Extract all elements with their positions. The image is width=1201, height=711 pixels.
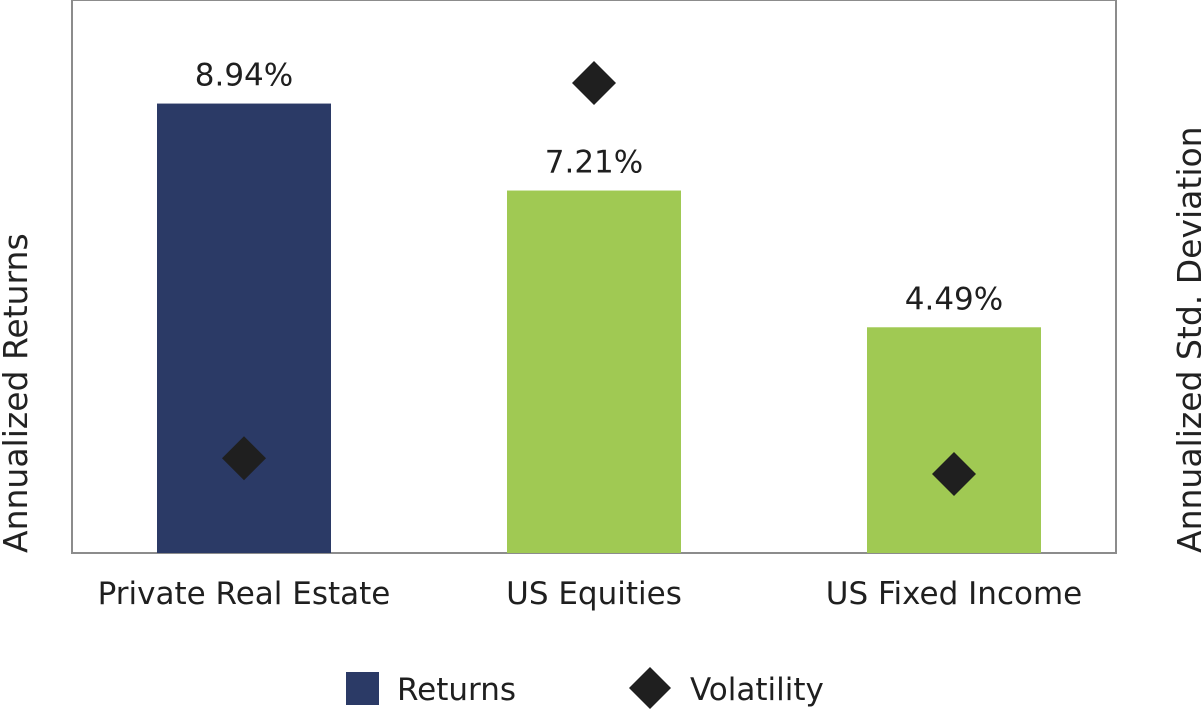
legend-label-returns: Returns [397, 672, 516, 708]
y2-axis-title: Annualized Std. Deviation [1170, 126, 1201, 553]
legend-swatch-returns [346, 672, 379, 705]
volatility-marker-us-fixed-income [932, 452, 976, 496]
category-label-us-equities: US Equities [506, 576, 682, 612]
volatility-marker-private-real-estate [222, 436, 266, 481]
legend: Returns Volatility [346, 667, 824, 709]
legend-label-volatility: Volatility [690, 672, 824, 708]
y-axis-title: Annualized Returns [0, 233, 35, 553]
data-label-us-fixed-income: 4.49% [905, 281, 1003, 317]
data-label-private-real-estate: 8.94% [195, 58, 293, 94]
volatility-marker-us-equities [572, 60, 616, 105]
legend-swatch-volatility [629, 667, 671, 709]
bar-us-equities [507, 190, 681, 553]
bar-us-fixed-income [867, 327, 1041, 553]
data-labels-group: 8.94% 7.21% 4.49% [195, 58, 1003, 318]
category-label-us-fixed-income: US Fixed Income [826, 576, 1082, 612]
bar-private-real-estate [157, 103, 331, 553]
category-label-private-real-estate: Private Real Estate [98, 576, 391, 612]
data-label-us-equities: 7.21% [545, 145, 643, 181]
bars-group [157, 103, 1041, 553]
volatility-markers-group [222, 60, 976, 496]
category-labels-group: Private Real Estate US Equities US Fixed I… [98, 576, 1083, 612]
